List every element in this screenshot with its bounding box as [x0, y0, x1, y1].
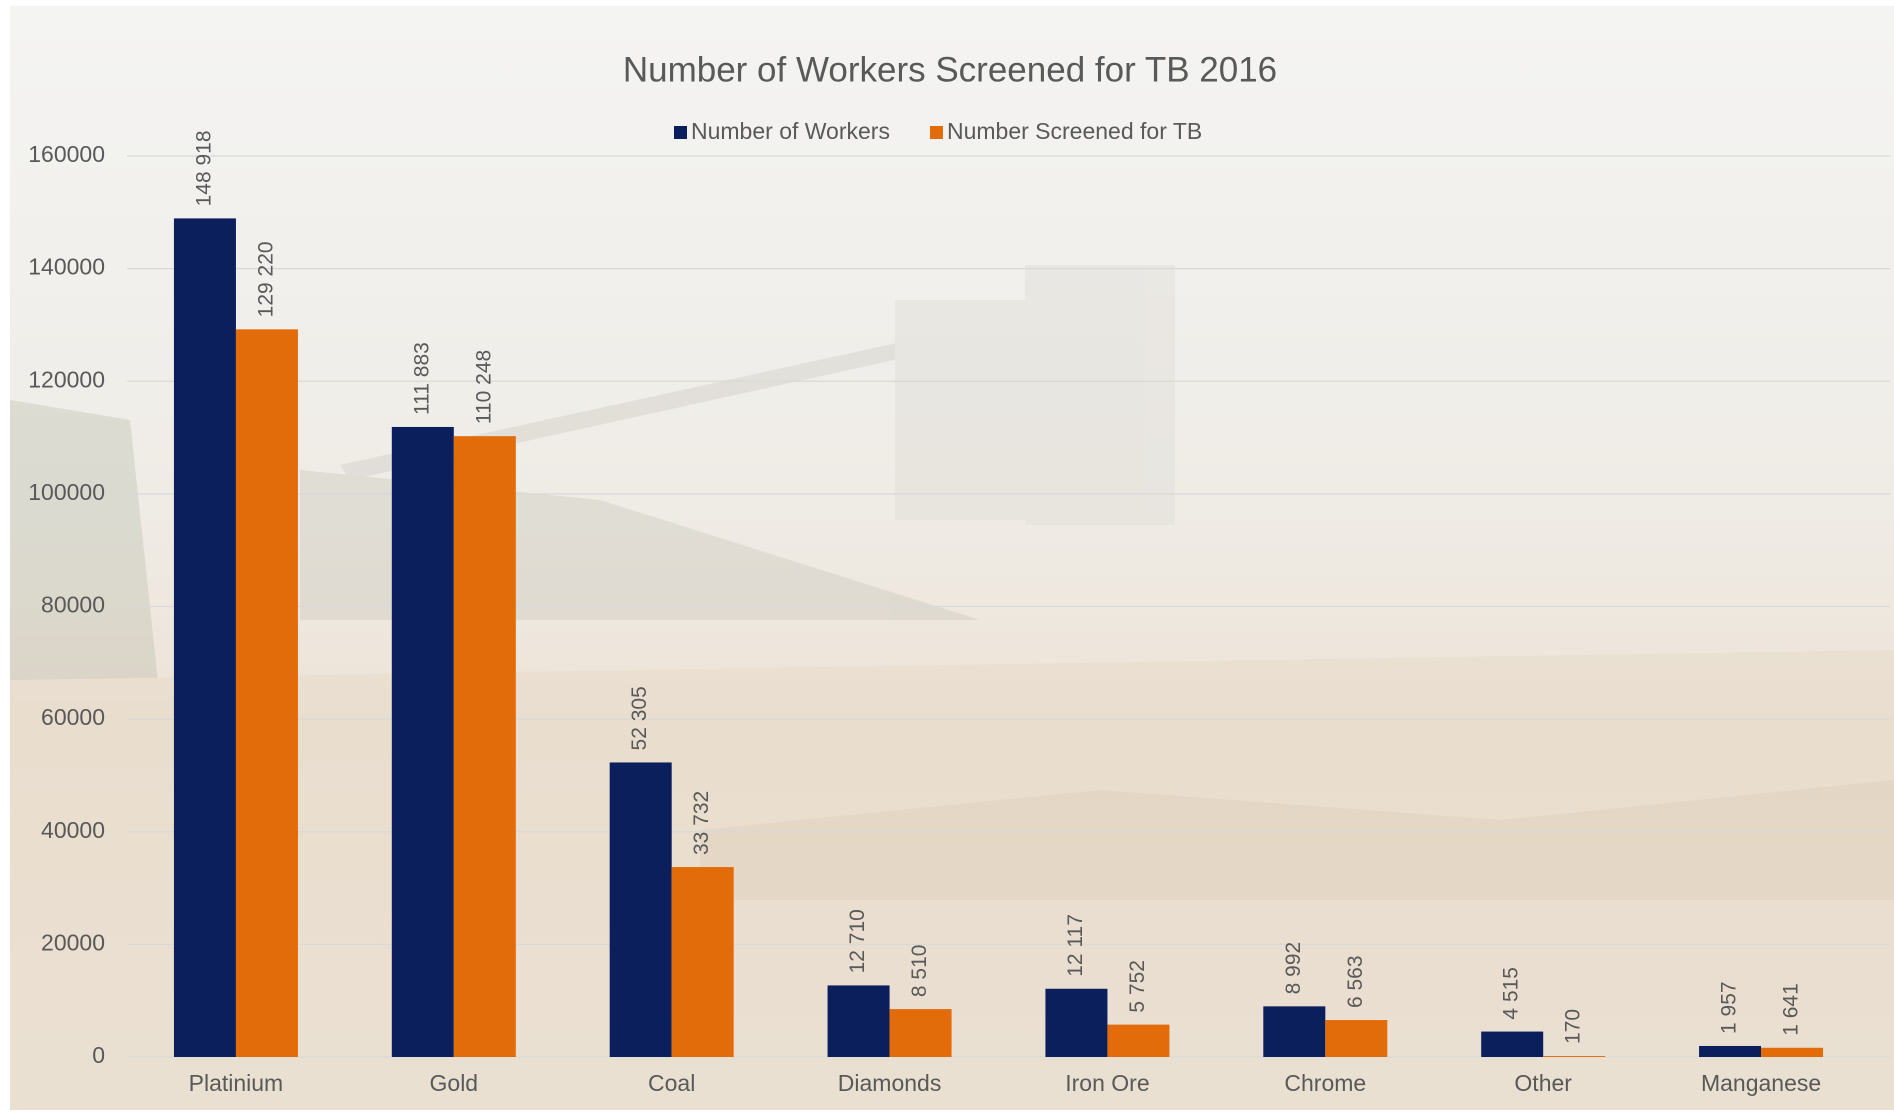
value-label: 1 957	[1718, 981, 1741, 1034]
y-tick-label: 40000	[41, 817, 105, 843]
bar	[1481, 1032, 1543, 1057]
bar	[890, 1009, 952, 1057]
x-tick-label: Platinium	[189, 1070, 284, 1096]
chart: Number of Workers Screened for TB 2016 N…	[0, 0, 1894, 1110]
value-label: 5 752	[1126, 960, 1149, 1013]
bar	[1263, 1006, 1325, 1057]
value-label: 148 918	[192, 130, 215, 206]
bar	[672, 867, 734, 1057]
value-label: 110 248	[472, 350, 495, 424]
x-tick-label: Chrome	[1284, 1070, 1366, 1096]
bar	[236, 329, 298, 1057]
x-tick-label: Coal	[648, 1070, 695, 1096]
bar	[1325, 1020, 1387, 1057]
y-tick-label: 100000	[28, 479, 105, 505]
bar	[1045, 989, 1107, 1057]
bar	[392, 427, 454, 1057]
y-tick-label: 80000	[41, 592, 105, 618]
value-label: 170	[1562, 1009, 1585, 1044]
y-tick-label: 20000	[41, 929, 105, 955]
x-tick-label: Iron Ore	[1065, 1070, 1149, 1096]
x-tick-label: Manganese	[1701, 1070, 1821, 1096]
value-label: 8 510	[908, 945, 931, 998]
legend-label: Number of Workers	[691, 118, 890, 144]
y-tick-label: 60000	[41, 704, 105, 730]
bar	[828, 985, 890, 1057]
y-tick-label: 120000	[28, 366, 105, 392]
y-tick-label: 160000	[28, 141, 105, 167]
value-label: 6 563	[1344, 955, 1367, 1008]
bar	[454, 436, 516, 1057]
x-tick-label: Gold	[430, 1070, 479, 1096]
bar	[610, 762, 672, 1057]
value-label: 8 992	[1282, 942, 1305, 995]
x-tick-label: Diamonds	[838, 1070, 942, 1096]
value-label: 33 732	[690, 791, 713, 855]
value-label: 52 305	[628, 686, 651, 750]
bar	[174, 218, 236, 1057]
value-label: 4 515	[1500, 967, 1523, 1020]
value-label: 111 883	[410, 342, 433, 415]
bar	[1107, 1025, 1169, 1057]
value-label: 12 710	[846, 909, 869, 973]
value-label: 129 220	[254, 241, 277, 317]
chart-title: Number of Workers Screened for TB 2016	[623, 50, 1277, 89]
y-tick-label: 0	[92, 1042, 105, 1068]
value-label: 12 117	[1064, 914, 1087, 977]
legend-swatch	[674, 126, 687, 139]
y-tick-label: 140000	[28, 254, 105, 280]
legend-swatch	[930, 126, 943, 139]
x-tick-label: Other	[1514, 1070, 1572, 1096]
value-label: 1 641	[1780, 983, 1803, 1036]
bar	[1761, 1048, 1823, 1057]
bar	[1699, 1046, 1761, 1057]
legend-label: Number Screened for TB	[947, 118, 1202, 144]
bar	[1543, 1056, 1605, 1057]
